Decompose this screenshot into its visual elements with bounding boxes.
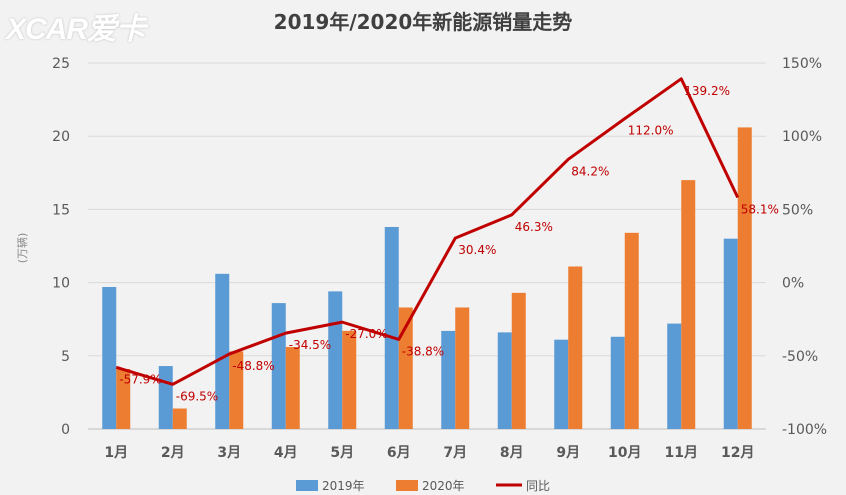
bar-2019 [384,226,399,429]
y-tick-label: 0 [61,422,70,438]
legend-label-yoy: 同比 [526,479,550,493]
x-tick-label: 5月 [330,445,354,461]
yoy-data-label: 46.3% [515,220,553,234]
y2-tick-label: 150% [782,56,822,72]
legend-swatch-2019 [296,480,318,491]
y2-tick-label: 100% [782,129,822,145]
bar-2020 [624,232,639,429]
bar-2019 [102,286,117,429]
x-tick-label: 7月 [443,445,467,461]
x-tick-label: 11月 [665,445,698,461]
yoy-data-label: -34.5% [289,338,331,352]
bar-2020 [681,180,696,429]
x-tick-label: 6月 [387,445,411,461]
yoy-data-label: 112.0% [628,124,674,138]
yoy-data-label: 139.2% [684,84,730,98]
y-tick-label: 15 [52,202,70,218]
yoy-data-label: 58.1% [741,203,779,217]
y-tick-label: 20 [52,129,70,145]
yoy-line [115,77,740,386]
bar-2019 [667,323,682,429]
y2-tick-label: -50% [782,349,818,365]
y-tick-label: 10 [52,276,70,292]
chart-title: 2019年/2020年新能源销量走势 [273,10,573,34]
x-tick-label: 10月 [608,445,641,461]
bar-2020 [342,330,357,429]
bar-2019 [610,336,625,429]
y-tick-label: 5 [61,349,70,365]
bar-2020 [737,127,752,429]
bar-2020 [116,368,131,429]
yoy-data-label: 84.2% [571,164,609,178]
legend-label-2019: 2019年 [322,479,365,493]
x-tick-label: 12月 [721,445,754,461]
bar-2019 [554,339,569,429]
xcar-logo: XCAR爱卡 [6,13,146,46]
yoy-data-label: -48.8% [232,359,274,373]
bar-2019 [328,291,343,429]
bar-2019 [215,273,230,429]
x-tick-label: 2月 [161,445,185,461]
bar-2020 [398,307,413,429]
bar-2020 [568,266,583,429]
y-tick-label: 25 [52,56,70,72]
x-tick-label: 3月 [217,445,241,461]
yoy-data-label: -27.0% [345,327,387,341]
legend-swatch-2020 [396,480,418,491]
yoy-data-label: -69.5% [176,389,218,403]
y2-tick-label: 0% [782,276,804,292]
bar-2019 [723,238,738,429]
bar-2019 [441,330,456,429]
y2-tick-label: 50% [782,202,813,218]
bar-2020 [172,408,187,429]
yoy-data-label: -38.8% [402,344,444,358]
bar-2020 [511,292,526,429]
x-tick-label: 9月 [556,445,580,461]
yoy-data-label: -57.9% [119,372,161,386]
legend-label-2020: 2020年 [422,479,465,493]
bar-2020 [285,347,300,429]
x-tick-label: 4月 [274,445,298,461]
x-tick-label: 1月 [104,445,128,461]
y2-tick-label: -100% [782,422,827,438]
bar-2020 [229,351,244,429]
x-tick-label: 8月 [500,445,524,461]
bar-2020 [455,307,470,429]
bar-2019 [497,332,512,429]
yoy-data-label: 30.4% [458,243,496,257]
